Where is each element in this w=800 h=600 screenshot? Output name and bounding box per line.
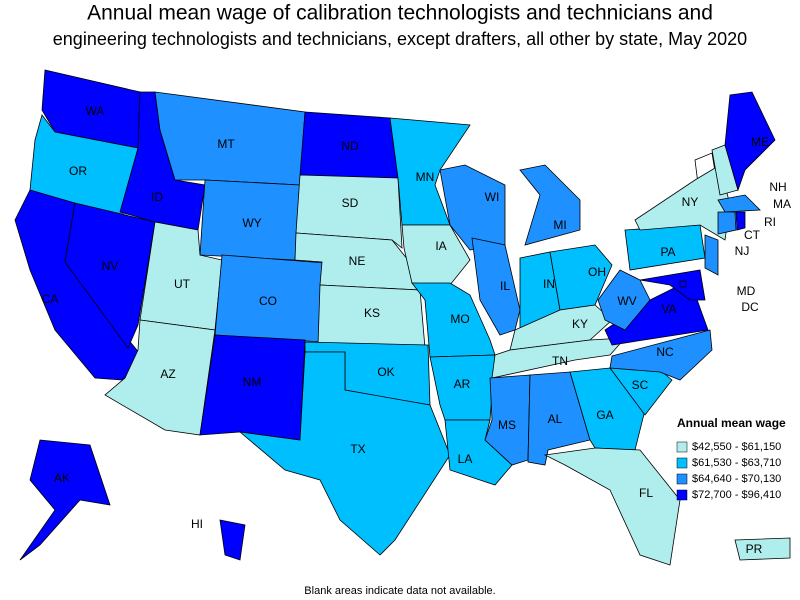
state-label: MD	[737, 284, 756, 298]
state	[679, 280, 687, 288]
state	[64, 202, 156, 349]
state-label: CO	[259, 294, 277, 308]
state	[597, 269, 651, 331]
state	[734, 537, 791, 561]
legend-label: $61,530 - $63,710	[692, 457, 781, 469]
state-label: DC	[741, 300, 759, 314]
title: Annual mean wage of calibration technolo…	[87, 2, 713, 25]
state	[717, 211, 737, 235]
state-label: NH	[769, 180, 786, 194]
state-label: NJ	[735, 244, 750, 258]
state-label: NY	[682, 195, 699, 209]
state-label: AL	[548, 412, 563, 426]
state-label: FL	[639, 486, 653, 500]
state-label: MS	[498, 418, 516, 432]
state	[549, 244, 613, 311]
legend-swatch	[676, 489, 688, 501]
state-label: PA	[660, 245, 675, 259]
state	[717, 194, 761, 213]
state-label: CA	[42, 292, 59, 306]
state-label: NC	[656, 345, 674, 359]
state-label: ME	[751, 135, 769, 149]
state-label: OR	[69, 164, 87, 178]
state-label: IA	[435, 239, 446, 253]
state-label: KS	[364, 306, 380, 320]
state-label: NM	[243, 375, 262, 389]
state	[724, 91, 776, 192]
state-label: PR	[746, 542, 763, 556]
state-label: MT	[217, 137, 235, 151]
state	[609, 329, 713, 381]
subtitle: engineering technologists and technician…	[53, 29, 747, 49]
state-label: UT	[174, 277, 191, 291]
legend-swatch	[676, 441, 688, 453]
state-label: OK	[377, 365, 394, 379]
state-label: WI	[485, 190, 500, 204]
state-label: NE	[349, 254, 366, 268]
state-label: SC	[632, 378, 649, 392]
state-label: CT	[744, 228, 761, 242]
state-label: TX	[350, 442, 365, 456]
legend-label: $64,640 - $70,130	[692, 473, 781, 485]
state-label: WA	[86, 104, 105, 118]
state	[238, 351, 451, 556]
state-label: WV	[617, 294, 636, 308]
state	[491, 337, 626, 379]
state-label: MO	[450, 312, 469, 326]
state	[19, 439, 111, 561]
state-label: TN	[552, 354, 568, 368]
state	[704, 234, 719, 276]
state	[519, 164, 581, 246]
legend-swatch	[676, 473, 688, 485]
state-label: NV	[102, 259, 119, 273]
state-label: ID	[151, 190, 163, 204]
state	[543, 447, 681, 566]
state	[639, 269, 706, 301]
state	[389, 117, 471, 226]
state-label: SD	[342, 196, 359, 210]
state-label: AK	[54, 471, 70, 485]
state-label: AZ	[160, 367, 175, 381]
state-label: GA	[596, 408, 613, 422]
state-label: LA	[458, 452, 473, 466]
state	[219, 519, 246, 561]
state-label: MN	[416, 170, 435, 184]
footnote: Blank areas indicate data not available.	[304, 585, 495, 597]
state-label: MA	[773, 197, 791, 211]
state-label: WY	[242, 216, 261, 230]
state	[735, 211, 746, 231]
state-label: IN	[543, 277, 555, 291]
state-label: RI	[764, 215, 776, 229]
state-label: MI	[553, 218, 566, 232]
legend-title: Annual mean wage	[677, 416, 786, 430]
legend-swatch	[676, 457, 688, 469]
legend-label: $72,700 - $96,410	[692, 489, 781, 501]
state-label: VA	[661, 302, 676, 316]
state	[104, 319, 216, 436]
state-label: AR	[454, 377, 471, 391]
state	[295, 174, 403, 249]
state	[411, 282, 496, 358]
state-label: HI	[191, 517, 203, 531]
legend-label: $42,550 - $61,150	[692, 441, 781, 453]
state-label: IL	[500, 279, 510, 293]
state-label: OH	[588, 265, 606, 279]
state-label: KY	[572, 317, 588, 331]
state-label: ND	[341, 139, 359, 153]
